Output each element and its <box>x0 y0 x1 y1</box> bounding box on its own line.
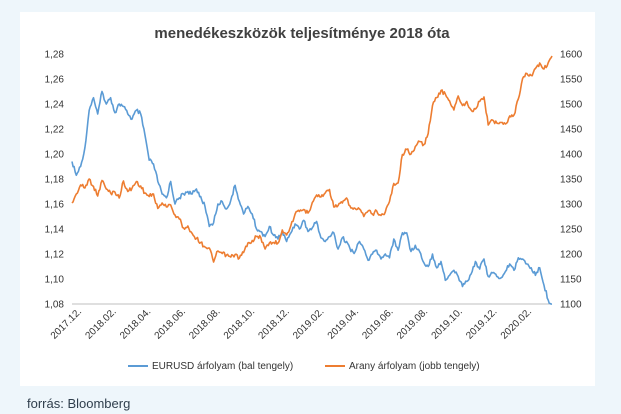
x-tick-label: 2019.10. <box>430 306 465 341</box>
x-tick-label: 2018.10. <box>222 306 257 341</box>
y-left-tick-label: 1,12 <box>45 250 65 261</box>
x-tick-label: 2018.12. <box>257 306 292 341</box>
y-right-tick-label: 1250 <box>560 225 583 236</box>
gold-series-line <box>71 55 553 263</box>
y-right-tick-label: 1500 <box>560 100 583 111</box>
y-right-tick-label: 1450 <box>560 125 583 136</box>
y-right-tick-label: 1100 <box>560 300 582 311</box>
y-left-tick-label: 1,22 <box>45 125 65 136</box>
source-note: forrás: Bloomberg <box>27 396 131 411</box>
x-tick-label: 2018.02. <box>83 306 118 341</box>
y-left-tick-label: 1,18 <box>45 175 65 186</box>
line-chart: menedékeszközök teljesítménye 2018 óta 1… <box>45 25 583 372</box>
x-tick-label: 2019.04. <box>326 306 361 341</box>
chart-title: menedékeszközök teljesítménye 2018 óta <box>154 25 450 42</box>
y-left-tick-label: 1,28 <box>45 50 65 61</box>
y-right-tick-label: 1600 <box>560 50 583 61</box>
x-tick-label: 2017.12. <box>49 306 84 341</box>
y-right-tick-label: 1550 <box>560 75 583 86</box>
x-tick-label: 2019.02. <box>291 306 326 341</box>
y-right-tick-label: 1150 <box>560 275 582 286</box>
y-left-tick-label: 1,20 <box>45 150 65 161</box>
legend-label: Arany árfolyam (jobb tengely) <box>349 361 480 372</box>
y-left-tick-label: 1,26 <box>45 75 65 86</box>
y-right-tick-label: 1300 <box>560 200 583 211</box>
y-left-tick-label: 1,14 <box>45 225 65 236</box>
x-tick-label: 2019.12. <box>464 306 499 341</box>
y-left-tick-label: 1,08 <box>45 300 65 311</box>
x-tick-label: 2020.02. <box>499 306 534 341</box>
eurusd-series-line <box>71 90 553 305</box>
x-tick-label: 2018.04. <box>118 306 153 341</box>
x-tick-label: 2018.08. <box>187 306 222 341</box>
y-left-tick-label: 1,16 <box>45 200 65 211</box>
y-left-tick-label: 1,10 <box>45 275 65 286</box>
x-tick-label: 2018.06. <box>153 306 188 341</box>
x-tick-label: 2019.06. <box>360 306 395 341</box>
y-right-tick-label: 1200 <box>560 250 583 261</box>
y-right-tick-label: 1400 <box>560 150 583 161</box>
x-tick-label: 2019.08. <box>395 306 430 341</box>
y-left-tick-label: 1,24 <box>45 100 65 111</box>
legend-label: EURUSD árfolyam (bal tengely) <box>152 361 293 372</box>
chart-panel: menedékeszközök teljesítménye 2018 óta 1… <box>20 12 595 386</box>
y-right-tick-label: 1350 <box>560 175 583 186</box>
